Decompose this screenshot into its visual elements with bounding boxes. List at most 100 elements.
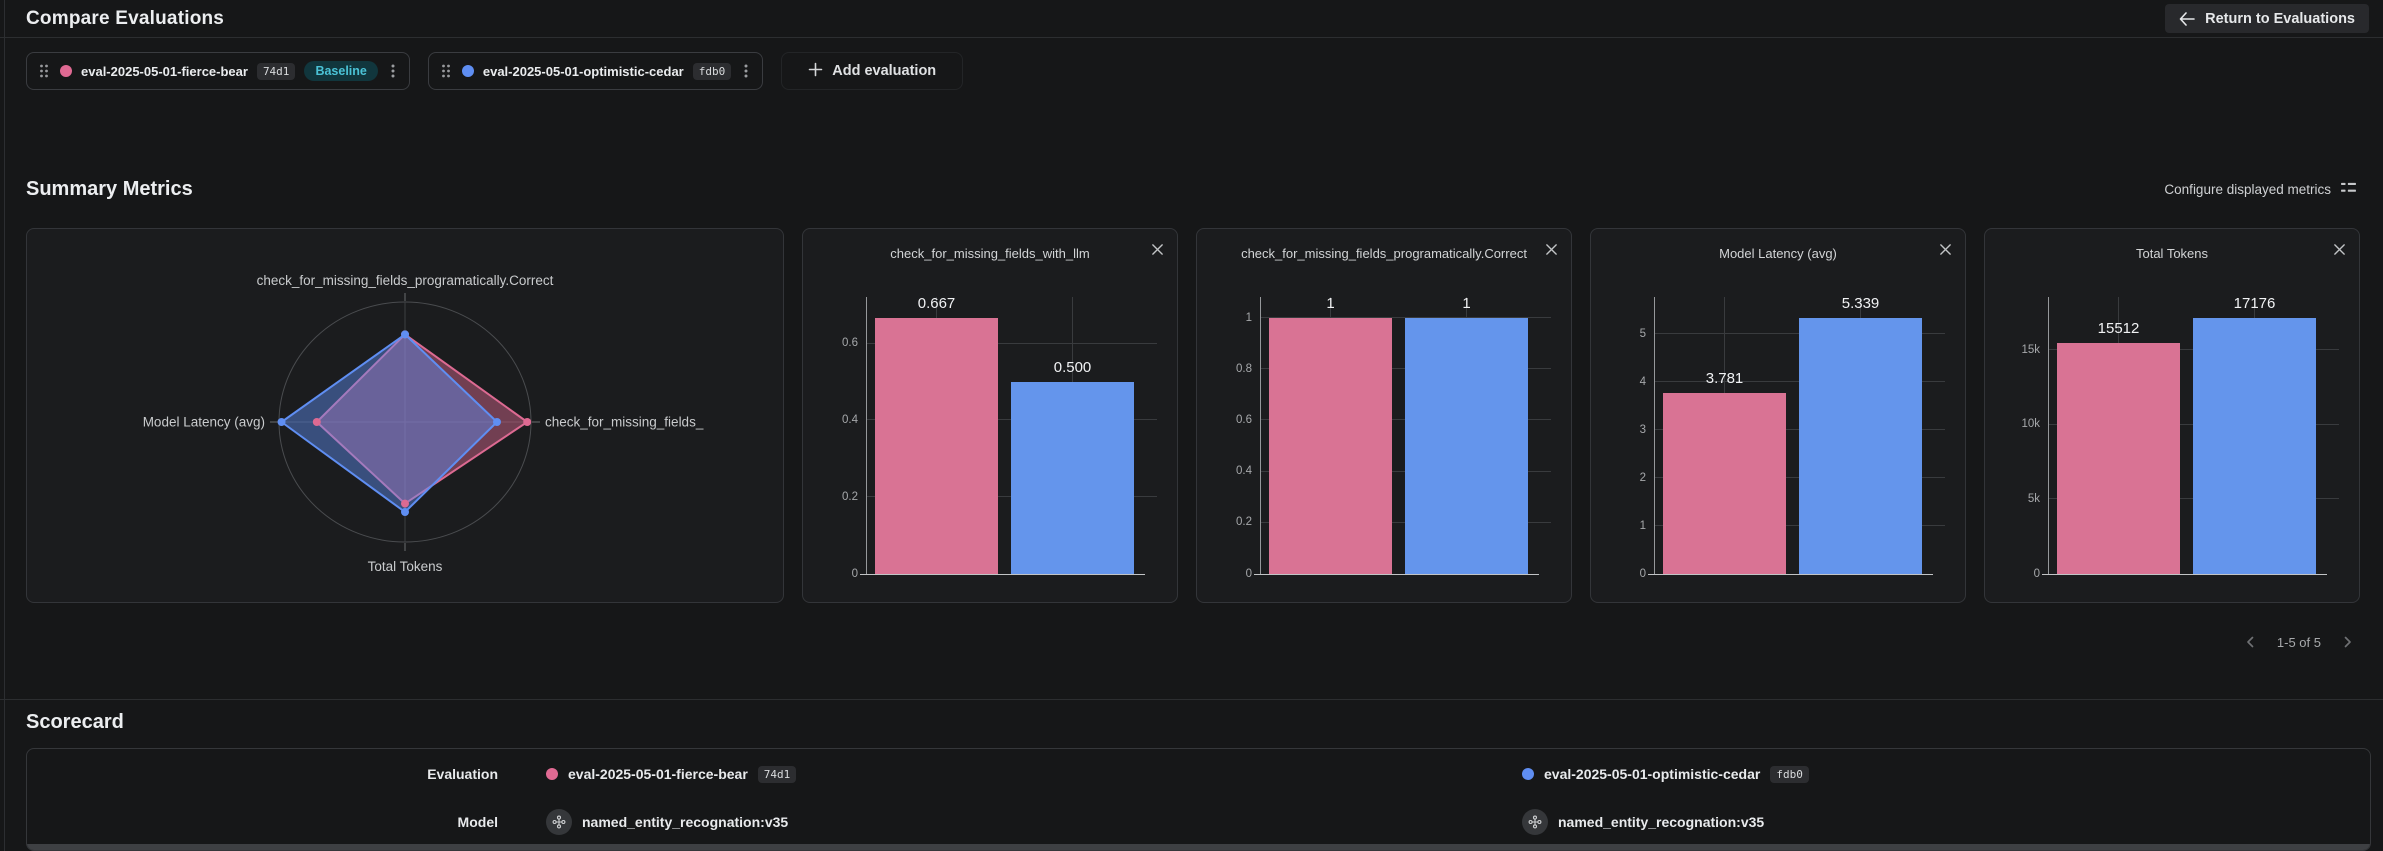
add-evaluation-button[interactable]: Add evaluation [808,62,936,81]
bar-eval-2025-05-01-optimistic-cedar[interactable] [2193,317,2316,574]
bar-plot: 0 0.2 0.4 0.6 0.667 0.500 [842,296,1157,579]
summary-metrics-title: Summary Metrics [26,177,193,200]
radar-axis-label: check_for_missing_fields_ [545,415,704,430]
summary-metric-cards: check_for_missing_fields_programatically… [26,228,2360,603]
metric-card-check-for-missing-fields-with-llm: check_for_missing_fields_with_llm 0 0.2 0.… [802,228,1178,603]
radar-axis-label: Model Latency (avg) [143,415,265,430]
close-icon[interactable] [2328,238,2350,260]
model-icon [546,809,572,836]
metric-card-model-latency: Model Latency (avg) 0 1 2 3 4 5 3.781 5.339 [1590,228,1966,603]
y-axis-tick: 3 [1639,423,1646,436]
scorecard-header: Scorecard [26,708,2357,736]
model-name: named_entity_recognation:v35 [1558,814,1765,831]
list-settings-icon [2340,179,2357,199]
y-axis-tick: 0 [2033,567,2040,580]
y-axis-tick: 5k [2027,492,2040,505]
kebab-menu-icon[interactable] [740,61,752,81]
summary-metrics-header: Summary Metrics Configure displayed metr… [26,176,2357,202]
y-axis-tick: 1 [1639,519,1646,532]
chart-title: Total Tokens [2135,246,2209,261]
bar-value-label: 1 [1462,295,1471,313]
bar-eval-2025-05-01-fierce-bear[interactable] [1269,318,1392,574]
y-axis-tick: 0.4 [1236,464,1252,477]
configure-displayed-metrics-button[interactable]: Configure displayed metrics [2164,179,2357,199]
bar-value-label: 15512 [2097,319,2140,337]
section-divider [0,699,2383,700]
drag-handle-icon[interactable] [37,63,51,79]
scorecard-panel: Evaluation eval-2025-05-01-fierce-bear 7… [26,748,2371,851]
y-axis-tick: 4 [1639,375,1646,388]
version-badge: fdb0 [1770,765,1809,783]
scorecard-title: Scorecard [26,710,124,733]
configure-metrics-label: Configure displayed metrics [2164,181,2331,197]
return-to-evaluations-label: Return to Evaluations [2205,10,2355,27]
y-axis-tick: 0.6 [842,336,858,349]
evaluation-color-dot [60,65,72,77]
bar-value-label: 17176 [2233,294,2276,312]
evaluation-name: eval-2025-05-01-fierce-bear [568,766,748,783]
metric-card-total-tokens: Total Tokens 0 5k 10k 15k 15512 17176 [1984,228,2360,603]
y-axis-tick: 15k [2021,343,2040,356]
pagination-range: 1-5 of 5 [2276,634,2321,650]
plus-icon [808,62,823,81]
y-axis-tick: 0.8 [1236,362,1252,375]
metric-card-check-for-missing-fields-programatically: check_for_missing_fields_programatically… [1196,228,1572,603]
y-axis-tick: 0.4 [842,413,858,426]
version-badge: 74d1 [757,765,797,783]
app-header: Compare Evaluations Return to Evaluation… [0,0,2383,38]
bar-eval-2025-05-01-fierce-bear[interactable] [2057,342,2180,574]
bar-plot: 0 1 2 3 4 5 3.781 5.339 [1640,295,1945,579]
y-axis-tick: 0.6 [1236,413,1252,426]
metric-card-radar: check_for_missing_fields_programatically… [26,228,784,603]
scorecard-cell-candidate-evaluation[interactable]: eval-2025-05-01-optimistic-cedar fdb0 [1474,765,2370,783]
evaluation-name: eval-2025-05-01-optimistic-cedar [1544,766,1761,783]
y-axis-tick: 0.2 [1236,516,1252,529]
evaluation-chip-baseline[interactable]: eval-2025-05-01-fierce-bear 74d1 Baselin… [26,52,410,90]
bar-value-label: 1 [1326,295,1335,313]
return-to-evaluations-button[interactable]: Return to Evaluations [2165,4,2369,33]
bar-plot: 0 5k 10k 15k 15512 17176 [2021,294,2339,579]
baseline-badge: Baseline [304,60,378,82]
drag-handle-icon[interactable] [439,63,453,79]
bar-eval-2025-05-01-fierce-bear[interactable] [875,317,998,574]
evaluation-chip-candidate[interactable]: eval-2025-05-01-optimistic-cedar fdb0 [427,52,764,90]
scorecard-row-model: Model named_entity_recognation:v35 named… [27,800,2370,844]
chart-title: Model Latency (avg) [1719,246,1837,261]
scorecard-cell-baseline-model[interactable]: named_entity_recognation:v35 [498,809,1474,836]
version-badge: fdb0 [692,62,732,80]
bar-value-label: 5.339 [1841,295,1880,313]
y-axis-tick: 0 [1245,567,1252,580]
scorecard-cell-baseline-evaluation[interactable]: eval-2025-05-01-fierce-bear 74d1 [498,765,1474,783]
page-title: Compare Evaluations [26,7,225,29]
evaluation-color-dot [461,65,474,77]
y-axis-tick: 1 [1245,311,1252,324]
add-evaluation-label: Add evaluation [832,63,937,79]
bar-eval-2025-05-01-optimistic-cedar[interactable] [1799,318,1922,574]
chevron-left-icon[interactable] [2241,632,2261,652]
scorecard-row-label: Evaluation [427,766,498,783]
chart-title: check_for_missing_fields_with_llm [890,246,1090,261]
evaluation-name: eval-2025-05-01-optimistic-cedar [482,63,684,79]
bar-eval-2025-05-01-optimistic-cedar[interactable] [1011,382,1134,574]
close-icon[interactable] [1540,238,1562,260]
close-icon[interactable] [1146,238,1168,260]
chart-title: check_for_missing_fields_programatically… [1241,246,1527,261]
add-evaluation-slot: Add evaluation [781,52,964,90]
bar-eval-2025-05-01-fierce-bear[interactable] [1663,392,1786,574]
close-icon[interactable] [1934,238,1956,260]
model-icon [1522,809,1548,836]
kebab-menu-icon[interactable] [387,61,399,81]
radar-axis-label: check_for_missing_fields_programatically… [257,273,554,288]
bar-plot: 0 0.2 0.4 0.6 0.8 1 1 1 [1236,295,1551,579]
bar-eval-2025-05-01-optimistic-cedar[interactable] [1405,318,1528,574]
next-row-strip [27,844,2370,850]
model-name: named_entity_recognation:v35 [582,814,789,831]
chevron-right-icon[interactable] [2337,632,2357,652]
bar-value-label: 0.500 [1053,359,1092,377]
scorecard-cell-candidate-model[interactable]: named_entity_recognation:v35 [1474,809,2370,836]
radar-axis-label: Total Tokens [368,559,443,574]
y-axis-tick: 0 [1639,567,1646,580]
evaluation-chips-row: eval-2025-05-01-fierce-bear 74d1 Baselin… [26,52,2357,90]
y-axis-tick: 0.2 [842,490,858,503]
evaluation-color-dot [1522,768,1534,781]
